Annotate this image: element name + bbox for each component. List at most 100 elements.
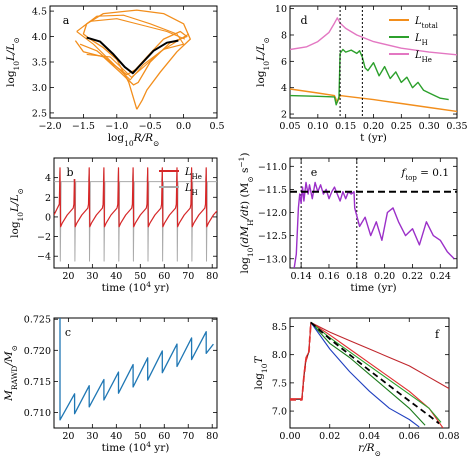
panel-letter: c (65, 326, 71, 339)
panel-letter: b (66, 166, 73, 179)
panel-letter: f (435, 328, 440, 341)
plot-frame (289, 317, 450, 429)
x-axis-label: t (yr) (360, 132, 387, 144)
x-tick-label: 0.16 (318, 271, 339, 282)
y-tick-label: −12.0 (258, 208, 287, 219)
y-tick-label: 3.0 (32, 83, 47, 94)
x-tick-label: 0.20 (374, 271, 395, 282)
x-tick-label: 0.0 (176, 121, 191, 132)
series-L_He (54, 167, 217, 228)
panel-d: 0.05 0.10 0.15 0.20 0.25 0.30 0.35 2 4 6 8 10 d Ltota… (255, 4, 468, 144)
y-tick-label: 8.5 (272, 322, 287, 333)
series-group (54, 167, 217, 262)
x-tick-label: 60 (158, 271, 170, 282)
y-tick-label: −2 (37, 232, 51, 243)
x-tick-label: 0.24 (430, 271, 451, 282)
x-tick-label: 60 (158, 431, 170, 442)
x-tick-label: 0.05 (279, 121, 300, 132)
x-tick-label: 0.00 (279, 431, 300, 442)
x-tick-label: 40 (110, 431, 122, 442)
temperature-profile-5 (310, 322, 420, 428)
plot-frame (289, 157, 458, 269)
y-tick-label: 2.5 (32, 108, 47, 119)
x-tick-label: 20 (62, 271, 74, 282)
y-tick-label: 0 (45, 212, 51, 223)
hr-track-2 (76, 14, 185, 81)
y-tick-label: 8.0 (272, 350, 287, 361)
x-tick-label: 50 (134, 431, 146, 442)
y-axis-label: log10T (253, 356, 269, 390)
series-mass-0 (59, 318, 214, 421)
y-tick-label: −11.0 (258, 162, 287, 173)
series-mass-rate-0 (293, 181, 455, 268)
y-axis-label: log10L/L⊙ (5, 37, 21, 87)
x-axis-label: time (104 yr) (102, 280, 170, 295)
x-tick-label: 0.35 (446, 121, 467, 132)
y-axis-label: log10L/L⊙ (255, 37, 271, 87)
hr-track-1 (74, 30, 188, 86)
panel-letter-bg (307, 166, 321, 179)
x-tick-label: 70 (182, 271, 194, 282)
x-tick-label: 30 (86, 431, 98, 442)
x-tick-label: 70 (182, 431, 194, 442)
y-tick-label: 6 (281, 57, 287, 68)
panel-letter-bg (297, 14, 311, 27)
panel-letter: d (300, 14, 307, 27)
y-tick-label: 0.720 (24, 346, 51, 357)
y-tick-label: 7.0 (272, 407, 287, 418)
x-tick-label: −0.5 (139, 121, 162, 132)
f-top-annotation: ftop = 0.1 (400, 167, 449, 182)
x-axis-label: log10R/R⊙ (108, 132, 160, 148)
y-tick-label: 4 (281, 83, 287, 94)
y-axis-label: log10(dMH/dt) (M⊙ s−1) (237, 152, 255, 273)
x-tick-label: 0.08 (438, 431, 459, 442)
plot-frame (53, 317, 218, 429)
y-tick-label: 10 (275, 4, 287, 15)
y-tick-label: 2 (45, 193, 51, 204)
y-tick-label: 2 (281, 110, 287, 121)
legend-label: Ltotal (414, 16, 439, 30)
series-L_H (290, 48, 449, 106)
hr-track-5 (86, 36, 179, 75)
y-tick-label: −4 (37, 252, 51, 263)
panel-letter: e (311, 166, 318, 179)
x-tick-label: 50 (134, 271, 146, 282)
temperature-profile-0 (290, 321, 312, 400)
legend-label: LH (184, 183, 198, 197)
series-group (74, 9, 191, 110)
panel-c: 20 30 40 50 60 70 80 0.710 0.715 0.720 0.725 c time … (3, 315, 218, 454)
panel-b: 20 30 40 50 60 70 80 −4 −2 0 2 4 b LHe LH time (104 yr)… (9, 157, 218, 295)
series-group (290, 158, 457, 268)
temperature-profile-4 (310, 322, 426, 426)
temperature-profile-3 (310, 322, 442, 423)
y-tick-label: 0.715 (24, 377, 51, 388)
hr-track-0 (82, 9, 191, 110)
x-tick-label: −1.0 (105, 121, 128, 132)
x-axis-label: r/R⊙ (358, 442, 381, 458)
x-axis-label: time (yr) (350, 282, 396, 294)
y-tick-label: 7.5 (272, 378, 287, 389)
temperature-profile-7 (290, 322, 312, 401)
panel-e: 0.14 0.16 0.18 0.20 0.22 0.24 −11.0 −11.5 −12.0 −… (237, 152, 458, 294)
x-tick-label: 0.18 (346, 271, 367, 282)
x-tick-label: 0.10 (307, 121, 328, 132)
legend-label: LH (414, 33, 428, 47)
legend: Ltotal LH LHe (389, 16, 439, 64)
panel-letter-bg (61, 326, 75, 339)
series-group (290, 17, 457, 113)
series-L_total (290, 88, 457, 113)
hr-track-4 (83, 18, 186, 40)
plot-frame (53, 157, 218, 269)
y-tick-label: 8 (281, 30, 287, 41)
x-tick-label: 0.14 (291, 271, 312, 282)
x-tick-label: 0.15 (335, 121, 356, 132)
x-tick-label: 0.04 (359, 431, 380, 442)
x-tick-label: 0.30 (419, 121, 440, 132)
x-tick-label: 0.5 (209, 121, 224, 132)
x-tick-label: 0.06 (399, 431, 420, 442)
x-tick-label: 30 (86, 271, 98, 282)
x-axis-label: time (104 yr) (102, 440, 170, 455)
x-tick-label: 0.25 (391, 121, 412, 132)
y-axis-label: MRAWD/M⊙ (3, 345, 19, 402)
x-tick-label: 0.02 (319, 431, 340, 442)
